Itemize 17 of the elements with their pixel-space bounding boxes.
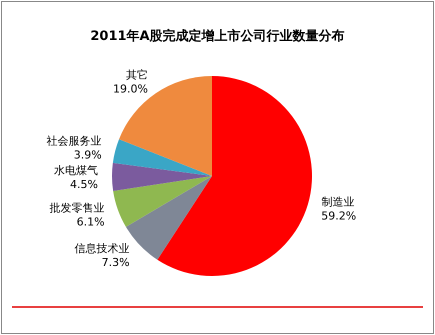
slice-label: 信息技术业: [74, 242, 130, 255]
pie-slice: [112, 139, 212, 176]
data-label: 3.9%: [74, 148, 102, 162]
chart-title: 2011年A股完成定增上市公司行业数量分布: [90, 28, 345, 44]
pie-slice: [112, 162, 212, 192]
data-label: 6.1%: [76, 215, 105, 228]
data-label: 59.2%: [321, 209, 356, 222]
pie-slice: [113, 176, 212, 227]
slice-label: 水电煤气: [54, 164, 98, 178]
data-label: 7.3%: [102, 256, 130, 269]
pie-slice: [157, 76, 312, 276]
data-label: 19.0%: [112, 82, 148, 96]
slice-label: 其它: [126, 68, 148, 82]
data-label: 4.5%: [70, 178, 98, 192]
slice-label: 批发零售业: [50, 201, 105, 214]
slice-label: 社会服务业: [46, 134, 102, 148]
slice-label: 制造业: [321, 195, 354, 208]
